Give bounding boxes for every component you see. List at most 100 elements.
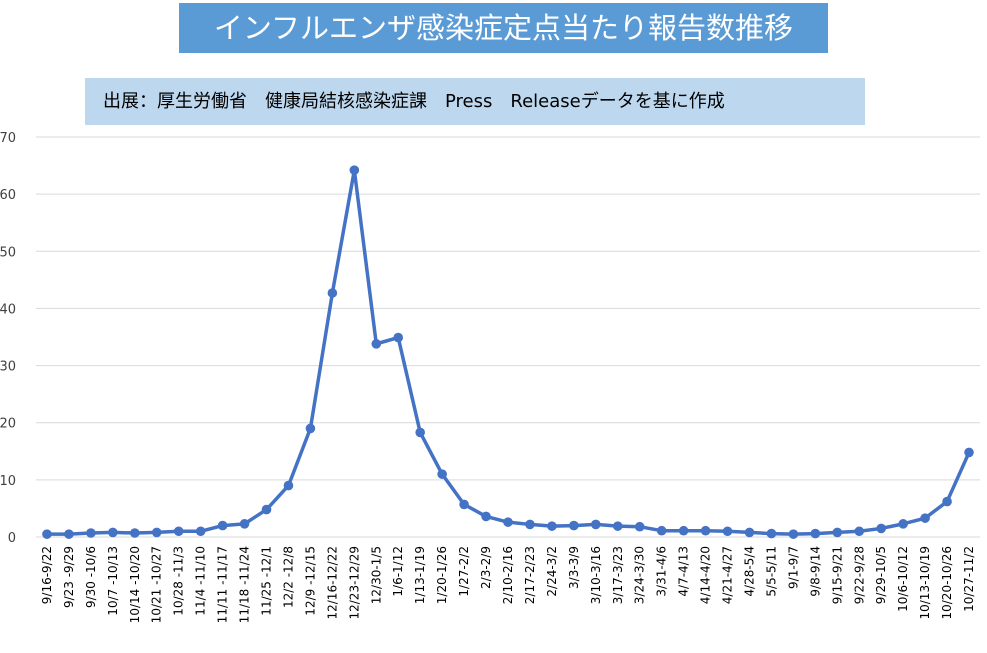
x-tick-label: 12/16-12/22 — [325, 546, 339, 620]
x-tick-label: 3/17-3/23 — [611, 546, 625, 604]
x-tick-label: 9/1-9/7 — [786, 546, 800, 589]
data-point — [239, 519, 250, 529]
x-tick-label: 10/7 -10/13 — [106, 546, 120, 616]
data-point — [678, 525, 689, 536]
y-tick-label: 0 — [8, 531, 16, 546]
data-point — [503, 517, 513, 527]
y-tick-label: 30 — [0, 360, 16, 375]
data-point — [569, 520, 579, 531]
y-tick-label: 40 — [0, 302, 16, 317]
data-point — [415, 427, 425, 438]
data-point — [64, 529, 74, 539]
x-tick-label: 10/14 -10/20 — [128, 546, 142, 623]
data-point — [722, 526, 733, 537]
x-tick-label: 5/5-5/11 — [764, 546, 778, 597]
data-points — [42, 165, 974, 539]
x-axis-ticks: 9/16-9/22 9/23 -9/29 9/30 -10/6 10/7 -10/13… — [40, 546, 976, 623]
data-point — [173, 526, 184, 537]
data-point — [964, 447, 974, 458]
x-tick-label: 10/27-11/2 — [962, 546, 976, 612]
data-point — [612, 521, 623, 531]
data-point — [656, 525, 667, 536]
x-tick-label: 10/20-10/26 — [940, 546, 954, 620]
y-tick-label: 60 — [0, 188, 16, 203]
x-tick-label: 10/6-10/12 — [896, 546, 910, 612]
data-point — [327, 288, 338, 298]
x-tick-label: 11/25 -12/1 — [260, 546, 274, 616]
data-point — [481, 511, 491, 522]
x-tick-label: 11/4 -11/10 — [194, 546, 208, 616]
data-point — [86, 528, 96, 538]
data-point — [810, 528, 821, 539]
data-point — [832, 527, 843, 538]
x-tick-label: 1/20-1/26 — [435, 546, 449, 604]
x-tick-label: 10/13-10/19 — [918, 546, 932, 620]
data-point — [634, 521, 645, 532]
x-tick-label: 9/15-9/21 — [830, 546, 844, 604]
data-point — [525, 519, 535, 530]
x-tick-label: 4/28-5/4 — [742, 546, 756, 597]
x-tick-label: 3/24-3/30 — [633, 546, 647, 604]
y-tick-label: 20 — [0, 417, 16, 432]
x-tick-label: 1/6-1/12 — [391, 546, 405, 597]
data-point — [854, 526, 865, 537]
data-point — [766, 528, 777, 539]
data-point — [591, 519, 601, 530]
data-point — [788, 529, 799, 539]
x-tick-label: 3/31-4/6 — [655, 546, 669, 597]
y-tick-label: 70 — [0, 131, 16, 146]
x-tick-label: 2/17-2/23 — [523, 546, 537, 604]
data-point — [371, 339, 382, 349]
y-tick-label: 10 — [0, 474, 16, 489]
x-tick-label: 11/11 -11/17 — [216, 546, 230, 623]
x-tick-label: 2/3-2/9 — [479, 546, 493, 589]
x-tick-label: 9/22-9/28 — [852, 546, 866, 604]
x-tick-label: 12/23-12/29 — [347, 546, 361, 620]
data-point — [129, 528, 140, 538]
data-point — [744, 527, 755, 538]
source-note: 出展：厚生労働省 健康局結核感染症課 Press Releaseデータを基に作成 — [85, 78, 865, 125]
data-point — [876, 523, 887, 534]
x-tick-label: 3/3-3/9 — [567, 546, 581, 589]
y-tick-label: 50 — [0, 245, 16, 260]
x-tick-label: 2/24-3/2 — [545, 546, 559, 597]
data-point — [942, 496, 952, 507]
x-tick-label: 12/30-1/5 — [369, 546, 383, 604]
x-tick-label: 1/13-1/19 — [413, 546, 427, 604]
data-point — [108, 527, 118, 538]
x-tick-label: 9/29-10/5 — [874, 546, 888, 604]
x-tick-label: 4/7-4/13 — [677, 546, 691, 597]
data-point — [217, 520, 228, 531]
x-tick-label: 4/14-4/20 — [699, 546, 713, 604]
data-point — [898, 519, 908, 529]
data-point — [393, 332, 404, 343]
data-point — [261, 504, 272, 515]
x-tick-label: 12/9 -12/15 — [303, 546, 317, 616]
x-tick-label: 11/18 -11/24 — [238, 546, 252, 623]
data-point — [305, 423, 316, 434]
x-tick-label: 12/2 -12/8 — [281, 546, 295, 608]
data-point — [459, 499, 469, 510]
data-point — [700, 525, 711, 536]
chart-title: インフルエンザ感染症定点当たり報告数推移 — [179, 3, 828, 53]
data-point — [195, 526, 206, 537]
x-tick-label: 9/8-9/14 — [808, 546, 822, 597]
x-tick-label: 10/21 -10/27 — [150, 546, 164, 623]
x-tick-label: 9/23 -9/29 — [62, 546, 76, 608]
x-tick-label: 9/30 -10/6 — [84, 546, 98, 608]
gridlines — [36, 136, 980, 538]
x-tick-label: 4/21-4/27 — [721, 546, 735, 604]
data-point — [349, 165, 360, 175]
data-point — [437, 469, 447, 479]
data-point — [283, 480, 294, 491]
x-tick-label: 3/10-3/16 — [589, 546, 603, 604]
data-point — [547, 521, 557, 531]
x-tick-label: 10/28 -11/3 — [172, 546, 186, 616]
y-axis-ticks: 0 10 20 30 40 50 60 70 — [0, 131, 16, 546]
x-tick-label: 2/10-2/16 — [501, 546, 515, 604]
data-point — [151, 527, 162, 538]
x-tick-label: 9/16-9/22 — [40, 546, 54, 604]
data-point — [42, 529, 52, 539]
data-point — [920, 513, 930, 523]
